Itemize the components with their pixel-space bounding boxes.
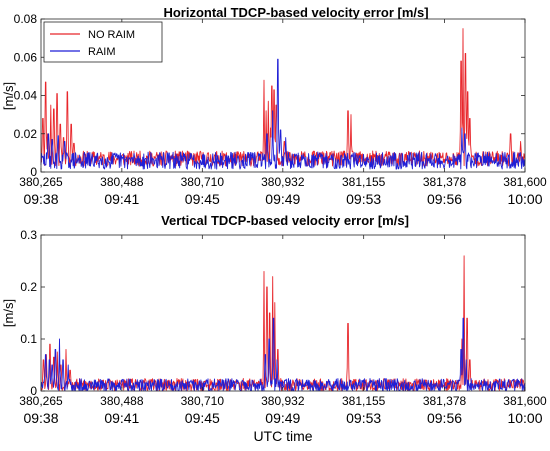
legend: NO RAIM RAIM [43, 21, 163, 63]
x-tick-time-label: 09:53 [346, 410, 381, 426]
y-tick-label: 0.08 [14, 12, 38, 26]
x-axis-label: UTC time [253, 428, 312, 444]
y-axis-label: [m/s] [1, 82, 16, 110]
y-tick-label: 0.2 [20, 280, 37, 294]
x-tick-time-label: 09:45 [185, 191, 220, 207]
x-tick-label: 380,265 [19, 394, 63, 408]
x-tick-label: 380,710 [181, 394, 225, 408]
y-tick-label: 0.02 [14, 127, 38, 141]
x-ticks: 380,265 09:38 380,488 09:41 380,710 09:45 380,… [19, 19, 547, 207]
x-tick-label: 381,155 [342, 175, 386, 189]
y-tick-label: 0.1 [20, 332, 37, 346]
y-tick-label: 0.3 [20, 228, 37, 242]
x-tick-label: 381,378 [423, 175, 467, 189]
x-tick-label: 381,378 [423, 394, 467, 408]
x-tick-label: 381,600 [503, 175, 547, 189]
x-tick-time-label: 09:49 [265, 410, 300, 426]
legend-box [43, 21, 163, 63]
panel-title: Horizontal TDCP-based velocity error [m/… [163, 5, 428, 20]
vertical-error-panel: Vertical TDCP-based velocity error [m/s]… [1, 213, 547, 444]
legend-label-raim: RAIM [88, 46, 116, 58]
horizontal-error-panel: Horizontal TDCP-based velocity error [m/… [1, 5, 547, 207]
y-tick-label: 0.04 [14, 89, 38, 103]
x-tick-time-label: 09:38 [23, 191, 58, 207]
x-tick-time-label: 10:00 [507, 410, 542, 426]
x-tick-time-label: 09:38 [23, 410, 58, 426]
y-axis-label: [m/s] [1, 299, 16, 327]
x-tick-label: 380,488 [100, 394, 144, 408]
x-tick-time-label: 09:56 [427, 410, 462, 426]
x-ticks: 380,265 09:38 380,488 09:41 380,710 09:45 380,… [19, 235, 547, 426]
x-tick-time-label: 09:41 [104, 191, 139, 207]
legend-label-no-raim: NO RAIM [88, 29, 135, 41]
series-line-raim [40, 58, 526, 170]
x-tick-time-label: 09:49 [265, 191, 300, 207]
x-tick-label: 380,710 [181, 175, 225, 189]
plot-area [41, 235, 525, 391]
series-layer [40, 28, 526, 170]
x-tick-time-label: 09:41 [104, 410, 139, 426]
y-ticks: 0 0.1 0.2 0.3 [20, 228, 525, 398]
series-line-raim [40, 317, 526, 392]
x-tick-time-label: 10:00 [507, 191, 542, 207]
x-tick-label: 380,932 [261, 175, 305, 189]
x-tick-label: 380,265 [19, 175, 63, 189]
x-tick-time-label: 09:45 [185, 410, 220, 426]
panel-title: Vertical TDCP-based velocity error [m/s] [161, 213, 409, 228]
y-tick-label: 0 [30, 384, 37, 398]
x-tick-time-label: 09:53 [346, 191, 381, 207]
x-tick-time-label: 09:56 [427, 191, 462, 207]
x-tick-label: 381,600 [503, 394, 547, 408]
x-tick-label: 381,155 [342, 394, 386, 408]
x-tick-label: 380,488 [100, 175, 144, 189]
y-tick-label: 0 [30, 165, 37, 179]
x-tick-label: 380,932 [261, 394, 305, 408]
y-ticks: 0 0.02 0.04 0.06 0.08 [14, 12, 525, 179]
y-tick-label: 0.06 [14, 50, 38, 64]
